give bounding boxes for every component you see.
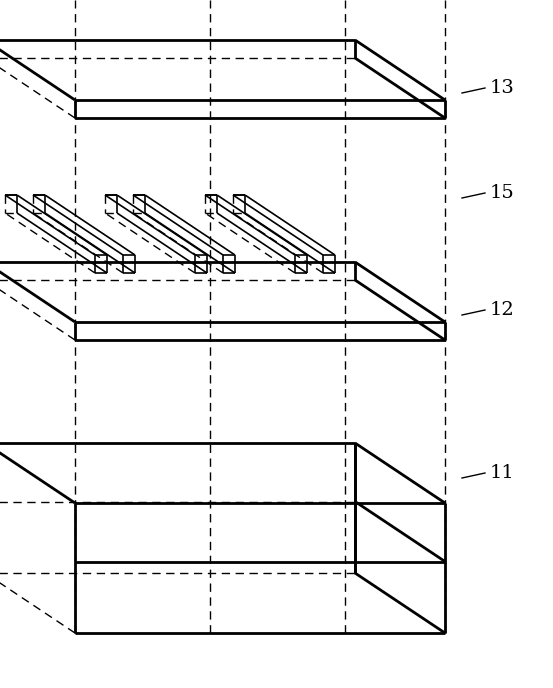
Text: 12: 12 [490, 301, 515, 319]
Text: 13: 13 [490, 79, 515, 97]
Text: 15: 15 [490, 184, 515, 202]
Text: 11: 11 [490, 464, 515, 482]
